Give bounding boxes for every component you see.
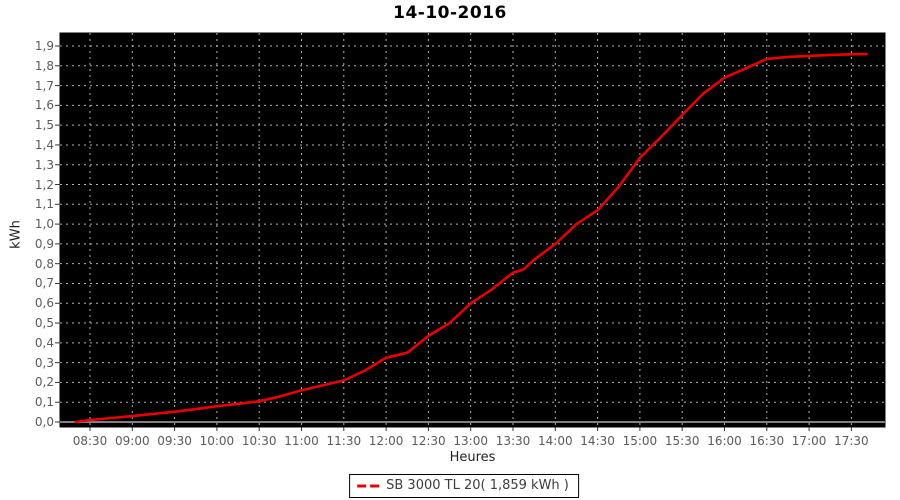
x-tick-label: 17:00 — [791, 434, 827, 448]
y-tick-label: 0,9 — [34, 236, 54, 251]
y-tick-label: 1,2 — [34, 177, 54, 192]
x-tick-label: 16:00 — [707, 434, 742, 448]
x-axis-label: Heures — [449, 450, 496, 465]
legend-series-swatch-icon — [357, 484, 382, 487]
chart-title: 14-10-2016 — [393, 3, 507, 23]
y-tick-label: 0,0 — [34, 415, 54, 429]
x-tick-label: 11:00 — [284, 434, 319, 448]
x-tick-label: 09:30 — [157, 434, 192, 448]
x-tick-label: 12:00 — [368, 434, 404, 448]
x-tick-label: 15:00 — [622, 434, 658, 448]
x-tick-label: 08:30 — [72, 434, 108, 448]
series-line-sb3000 — [74, 52, 868, 424]
y-tick-label: 0,2 — [34, 375, 54, 390]
y-tick-label: 1,4 — [34, 137, 54, 152]
x-tick-label: 16:30 — [749, 434, 785, 448]
x-tick-label: 13:30 — [495, 434, 531, 448]
y-tick-label: 0,6 — [34, 296, 54, 311]
legend-series-label: SB 3000 TL 20( 1,859 kWh ) — [386, 478, 569, 493]
x-tick-label: 14:00 — [538, 434, 573, 448]
y-tick-label: 1,3 — [34, 157, 54, 172]
y-tick-label: 1,1 — [34, 197, 54, 212]
y-tick-label: 0,5 — [34, 316, 54, 331]
y-tick-label: 1,7 — [34, 78, 54, 93]
y-tick-label: 1,8 — [34, 58, 54, 73]
x-tick-label: 17:30 — [834, 434, 869, 448]
y-tick-label: 1,5 — [34, 118, 54, 133]
x-tick-label: 12:30 — [411, 434, 446, 448]
y-tick-label: 1,0 — [34, 217, 54, 232]
x-tick-label: 13:00 — [453, 434, 488, 448]
x-tick-label: 10:00 — [199, 434, 235, 448]
y-tick-label: 1,6 — [34, 98, 54, 113]
x-tick-label: 15:30 — [664, 434, 700, 448]
y-tick-label: 0,3 — [34, 355, 54, 370]
x-tick-label: 11:30 — [326, 434, 362, 448]
x-tick-label: 14:30 — [580, 434, 615, 448]
plot-background — [59, 32, 886, 428]
legend: SB 3000 TL 20( 1,859 kWh ) — [349, 474, 579, 498]
y-tick-label: 0,8 — [34, 256, 54, 271]
y-tick-label: 0,4 — [34, 335, 54, 350]
x-tick-label: 09:00 — [115, 434, 150, 448]
y-axis-label: kWh — [8, 220, 24, 249]
y-tick-label: 0,1 — [34, 395, 54, 410]
y-tick-label: 1,9 — [34, 38, 54, 53]
y-tick-label: 0,7 — [34, 276, 54, 291]
x-tick-label: 10:30 — [241, 434, 277, 448]
